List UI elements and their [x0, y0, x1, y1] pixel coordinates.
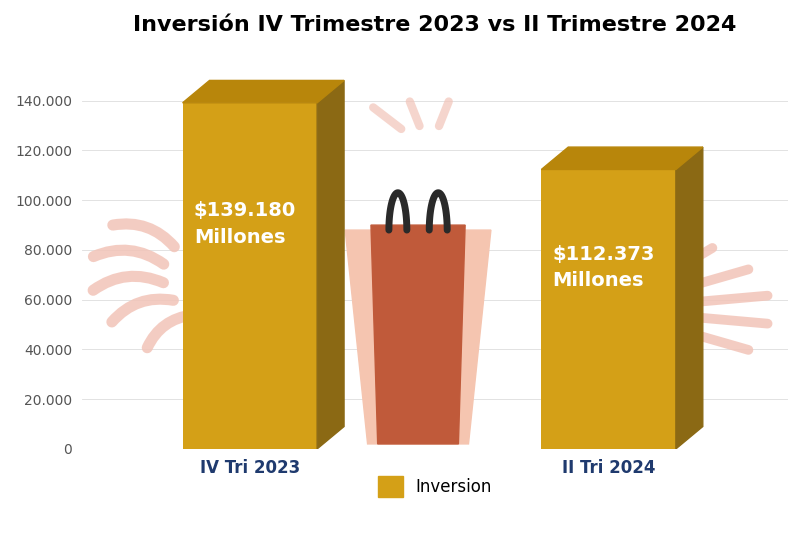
Polygon shape	[317, 80, 343, 449]
Text: $112.373
Millones: $112.373 Millones	[552, 245, 654, 290]
Polygon shape	[371, 225, 464, 444]
Polygon shape	[345, 230, 490, 444]
Polygon shape	[675, 147, 702, 449]
Polygon shape	[541, 147, 702, 170]
Legend: Inversion: Inversion	[371, 470, 498, 504]
Title: Inversión IV Trimestre 2023 vs II Trimestre 2024: Inversión IV Trimestre 2023 vs II Trimes…	[133, 15, 735, 35]
Bar	[182, 103, 317, 449]
Polygon shape	[182, 80, 343, 103]
Bar	[541, 170, 675, 449]
Text: $139.180
Millones: $139.180 Millones	[193, 201, 296, 247]
